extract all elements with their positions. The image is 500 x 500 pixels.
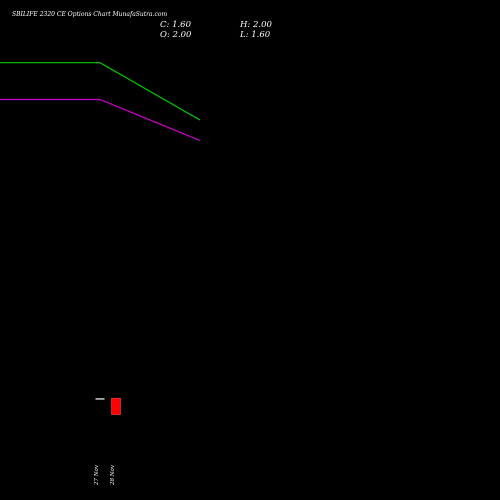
flat-candle [95,398,105,400]
chart-title: SBILIFE 2320 CE Options Chart MunafaSutr… [12,11,167,18]
open-value: O: 2.00 [160,30,192,40]
close-value: C: 1.60 [160,20,192,30]
low-value: L: 1.60 [239,30,271,40]
date-tick-label: 27 Nov [94,464,100,486]
high-value: H: 2.00 [239,20,272,30]
bear-candle [111,397,121,415]
indicator-lines [0,62,201,142]
magenta-indicator-line [0,98,201,142]
date-axis: 27 Nov 28 Nov [94,464,116,486]
green-indicator-line [0,62,201,121]
date-tick-label: 28 Nov [110,464,116,486]
candles [95,397,121,415]
